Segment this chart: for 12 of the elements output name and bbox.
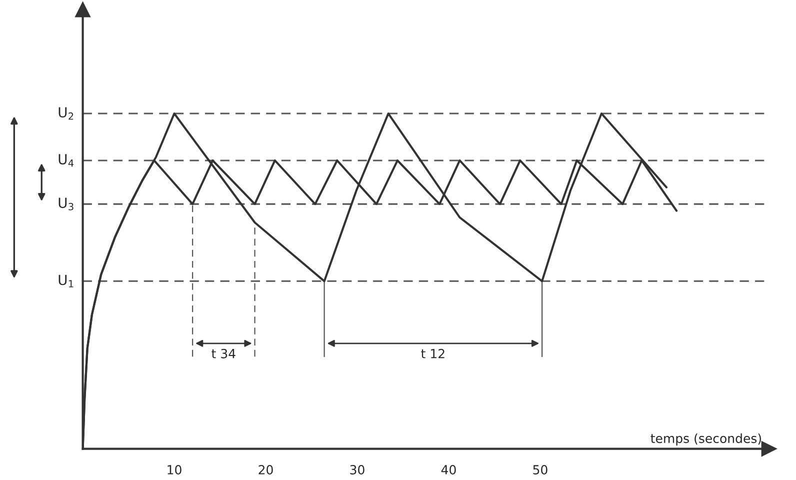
x-tick-label: 40: [441, 464, 456, 474]
x-tick-label: 20: [258, 464, 273, 474]
ref-line-label: U$_{4}$: [58, 154, 74, 167]
annotation: t 34: [212, 348, 236, 358]
ref-line-label: U$_{3}$: [58, 198, 74, 210]
x-axis-title: temps (secondes): [650, 433, 761, 446]
ref-line-label: U$_{2}$: [58, 107, 74, 120]
annotation: t 12: [421, 348, 444, 358]
x-tick-label: 10: [168, 464, 182, 474]
x-tick-label: 50: [533, 464, 548, 474]
x-tick-label: 30: [350, 464, 364, 474]
ref-line-label: U$_{1}$: [58, 274, 74, 288]
